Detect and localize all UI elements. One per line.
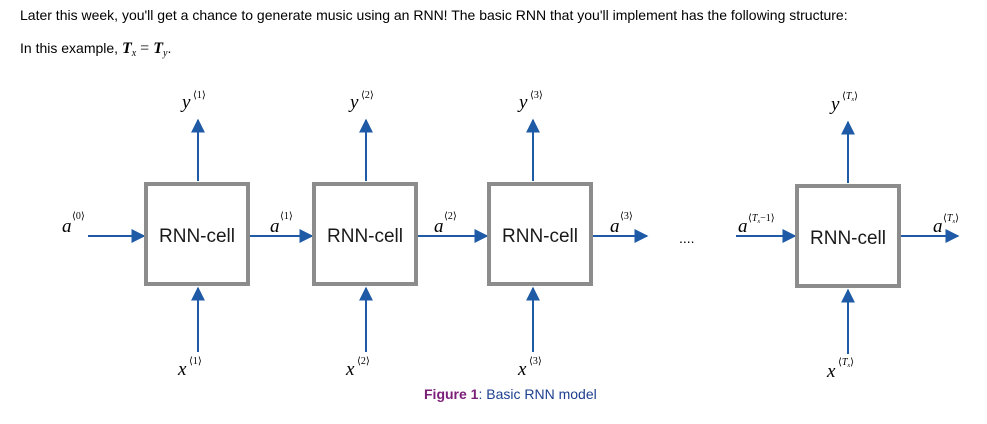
math-lhs-sub: x [131, 48, 137, 59]
example-sentence: In this example, Tx = Ty. [20, 39, 171, 63]
rnn-cell-box [144, 182, 250, 286]
rnn-cell-3: RNN-cell [487, 182, 593, 286]
rnn-cell-2: RNN-cell [312, 182, 418, 286]
math-rhs: T [153, 40, 163, 57]
rnn-cell-last: RNN-cell [795, 184, 901, 288]
final-activation-var: a [933, 216, 943, 237]
rnn-cell-box [795, 184, 901, 288]
output-label-last: y ⟨Tx⟩ [829, 91, 858, 115]
activation-var: a [270, 216, 280, 237]
output-sup: ⟨1⟩ [193, 90, 206, 101]
example-prefix: In this example, [20, 40, 122, 56]
caption-text: : Basic RNN model [478, 386, 597, 402]
input-sup: ⟨3⟩ [529, 356, 542, 367]
sup-open: ⟨ [748, 213, 752, 224]
caption-label: Figure 1 [424, 386, 479, 402]
sup-sub: x [951, 219, 955, 225]
output-var: y [829, 94, 840, 115]
input-sup: ⟨Tx⟩ [838, 357, 854, 369]
rnn-cell-label: RNN-cell [810, 228, 886, 249]
input-sup: ⟨2⟩ [357, 356, 370, 367]
initial-activation-sup: ⟨0⟩ [72, 211, 85, 222]
sup-sub: x [850, 97, 854, 103]
input-var: x [826, 361, 836, 382]
sup-close: ⟩ [771, 213, 775, 224]
intro-paragraph: Later this week, you'll get a chance to … [20, 7, 848, 23]
prev-activation-var: a [738, 216, 748, 237]
input-var: x [177, 359, 187, 380]
sup-open: ⟨ [838, 357, 842, 368]
activation-sup: ⟨3⟩ [620, 211, 633, 222]
sup-sub: x [756, 219, 760, 225]
math-lhs: T [121, 40, 132, 57]
input-label-3: x ⟨3⟩ [517, 356, 542, 380]
sup-sub: x [846, 363, 850, 369]
output-sup: ⟨2⟩ [361, 90, 374, 101]
rnn-cell-label: RNN-cell [327, 226, 403, 247]
input-var: x [517, 359, 527, 380]
rnn-cell-box [312, 182, 418, 286]
sup-T: T [947, 213, 954, 224]
sup-T: T [752, 213, 759, 224]
activation-label-1: a ⟨1⟩ [270, 211, 293, 237]
ellipsis: .... [679, 230, 695, 246]
sup-tail: −1 [760, 213, 771, 224]
output-sup: ⟨Tx⟩ [842, 91, 858, 103]
activation-label-3: a ⟨3⟩ [610, 211, 633, 237]
sup-T: T [842, 357, 849, 368]
math-rhs-sub: y [162, 48, 168, 59]
final-activation-sup: ⟨Tx⟩ [943, 213, 959, 225]
activation-sup: ⟨1⟩ [280, 211, 293, 222]
initial-activation-var: a [62, 216, 72, 237]
rnn-cell-label: RNN-cell [502, 226, 578, 247]
sup-T: T [846, 91, 853, 102]
sup-close: ⟩ [854, 91, 858, 102]
activation-label-2: a ⟨2⟩ [434, 211, 457, 237]
output-var: y [180, 92, 191, 113]
sup-close: ⟩ [850, 357, 854, 368]
sup-open: ⟨ [943, 213, 947, 224]
example-suffix: . [167, 40, 172, 56]
figure-caption: Figure 1: Basic RNN model [424, 386, 597, 402]
output-var: y [348, 92, 359, 113]
rnn-cell-label: RNN-cell [159, 226, 235, 247]
input-label-2: x ⟨2⟩ [345, 356, 370, 380]
activation-sup: ⟨2⟩ [444, 211, 457, 222]
output-var: y [517, 92, 528, 113]
sup-close: ⟩ [955, 213, 959, 224]
activation-var: a [434, 216, 444, 237]
sup-open: ⟨ [842, 91, 846, 102]
prev-activation-label: a ⟨Tx−1⟩ [738, 213, 775, 237]
rnn-cell-box [487, 182, 593, 286]
input-var: x [345, 359, 355, 380]
final-activation-label: a ⟨Tx⟩ [933, 213, 959, 237]
input-label-last: x ⟨Tx⟩ [826, 357, 854, 382]
prev-activation-sup: ⟨Tx−1⟩ [748, 213, 775, 225]
rnn-cell-1: RNN-cell [144, 182, 250, 286]
activation-var: a [610, 216, 620, 237]
output-label-1: y ⟨1⟩ [180, 90, 206, 113]
output-label-3: y ⟨3⟩ [517, 90, 543, 113]
output-label-2: y ⟨2⟩ [348, 90, 374, 113]
input-label-1: x ⟨1⟩ [177, 356, 202, 380]
input-sup: ⟨1⟩ [189, 356, 202, 367]
output-sup: ⟨3⟩ [530, 90, 543, 101]
initial-activation-label: a ⟨0⟩ [62, 211, 85, 237]
math-equals: = [136, 40, 154, 57]
